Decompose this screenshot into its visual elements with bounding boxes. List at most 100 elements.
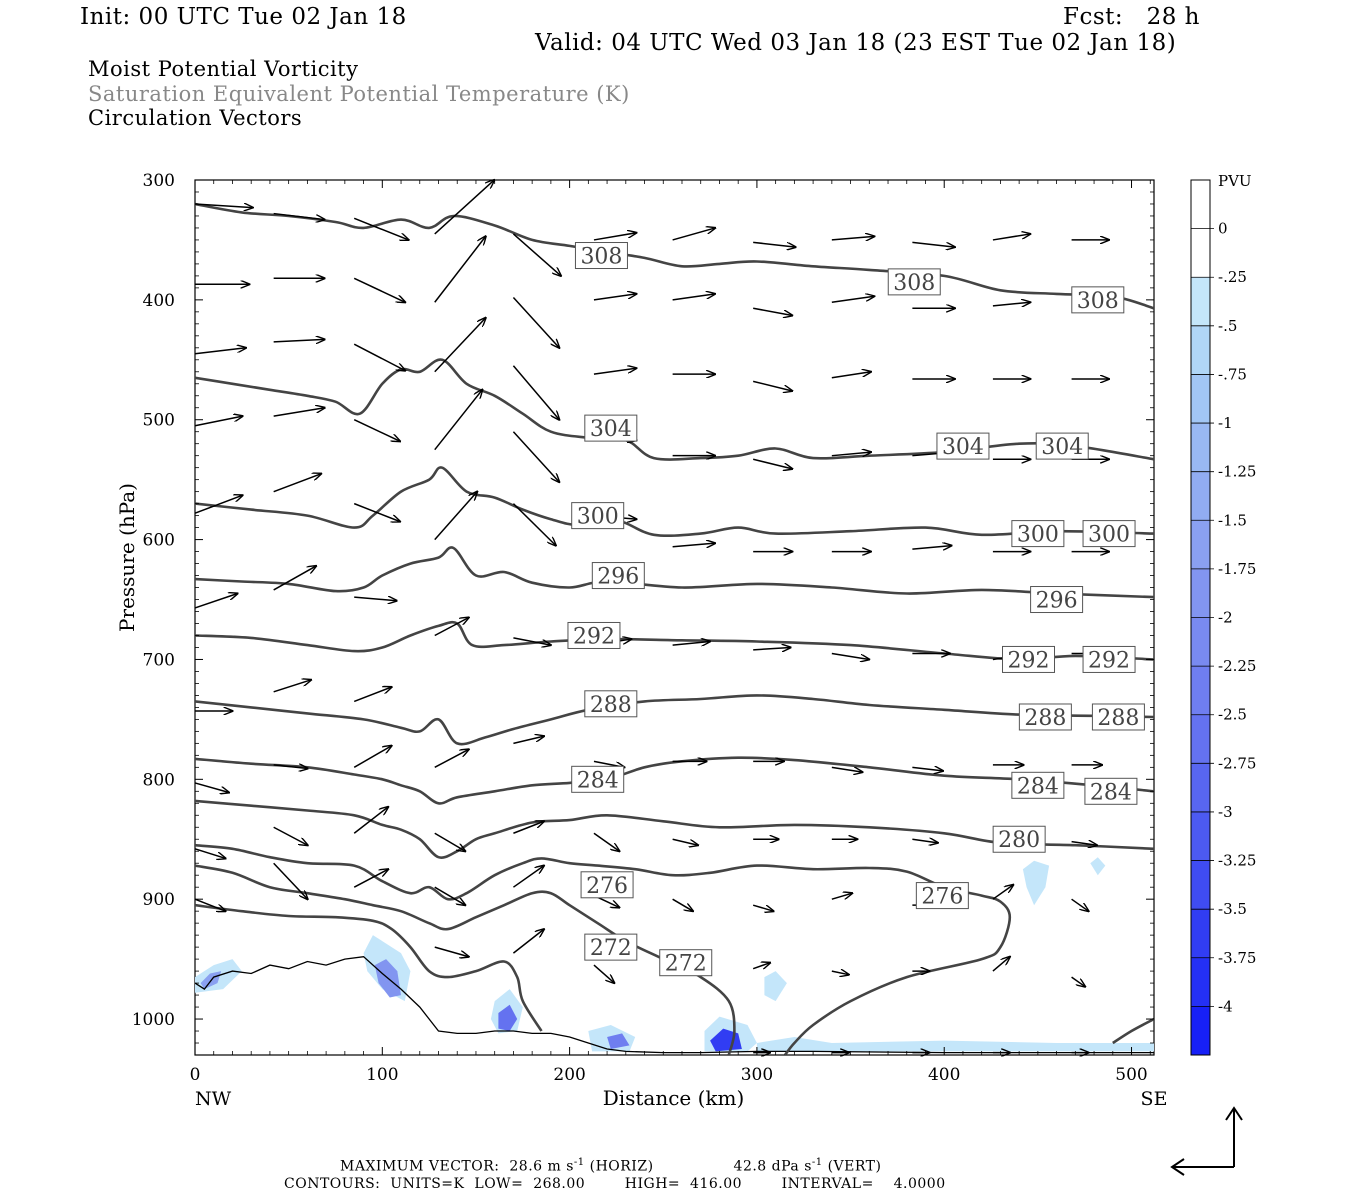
contour-268	[195, 903, 543, 1032]
contour-label-box	[591, 562, 645, 590]
contour-label-box	[571, 765, 625, 793]
colorbar-label: -.25	[1218, 268, 1247, 286]
x-tick-label: 100	[366, 1065, 398, 1085]
colorbar-label: -3	[1218, 803, 1233, 821]
contour-label: 288	[1024, 706, 1066, 731]
contour-276	[195, 843, 1012, 1055]
y-tick-label: 1000	[132, 1010, 175, 1030]
y-tick-label: 700	[143, 650, 175, 670]
circulation-vector	[273, 339, 325, 341]
plot-frame	[194, 179, 1155, 1056]
contour-270	[1112, 1017, 1154, 1045]
pv-patch	[1090, 857, 1106, 876]
circulation-vector	[353, 502, 400, 522]
contour-label-box	[1082, 520, 1136, 548]
contour-label: 284	[1017, 774, 1059, 799]
colorbar-swatch	[1191, 568, 1210, 618]
y-tick-label: 300	[143, 171, 175, 191]
contour-label-box	[1011, 520, 1065, 548]
contour-label-box	[1071, 286, 1125, 314]
colorbar-swatch	[1191, 228, 1210, 278]
circulation-vector	[593, 233, 637, 241]
contour-info-line: CONTOURS: UNITS=K LOW= 268.00 HIGH= 416.…	[284, 1176, 946, 1192]
colorbar-swatch	[1191, 957, 1210, 1007]
contour-284	[195, 756, 1154, 805]
colorbar-swatch	[1191, 277, 1210, 327]
colorbar-label: -1.75	[1218, 560, 1256, 578]
contour-label: 300	[1017, 523, 1059, 548]
x-tick-label: 400	[928, 1065, 960, 1085]
circulation-vector	[434, 617, 469, 637]
x-axis-label: Distance (km)	[603, 1086, 745, 1110]
circulation-vector	[194, 495, 243, 514]
circulation-vector	[353, 869, 388, 888]
pv-patch	[756, 1037, 1154, 1052]
contour-labels: 308 308 308 304 304 304 300 300 300 296 296 292 292 2…	[567, 242, 1145, 977]
contour-label: 300	[1088, 523, 1130, 548]
circulation-vector	[353, 277, 405, 302]
circulation-vector	[353, 807, 388, 834]
circulation-vector	[672, 898, 693, 911]
contour-label: 284	[1090, 780, 1132, 805]
max-vector-horiz-value: MAXIMUM VECTOR: 28.6 m s	[340, 1158, 574, 1175]
circulation-vector	[831, 372, 871, 379]
circulation-vector	[593, 832, 620, 851]
contour-label: 272	[665, 952, 707, 977]
colorbar-label: -2.75	[1218, 754, 1256, 772]
circulation-vector	[753, 241, 796, 247]
contour-288	[195, 694, 1154, 746]
contour-label: 288	[1097, 706, 1139, 731]
circulation-vector	[912, 839, 938, 843]
contour-label: 272	[590, 936, 632, 961]
contour-label-box	[1011, 771, 1065, 799]
contour-label: 308	[1077, 289, 1119, 314]
reference-vector-vertical	[1225, 1106, 1243, 1167]
y-tick-label: 800	[143, 770, 175, 790]
contour-label: 288	[590, 693, 632, 718]
circulation-vector	[273, 680, 311, 693]
circulation-vector	[434, 886, 466, 905]
contour-label-box	[659, 949, 713, 977]
colorbar-label: -1.25	[1218, 463, 1256, 481]
max-vector-horiz-tag: (HORIZ)	[584, 1158, 654, 1175]
circulation-vector	[273, 862, 308, 899]
circulation-vector	[512, 233, 561, 276]
contour-label-box	[584, 933, 638, 961]
contour-label: 292	[573, 624, 615, 649]
field-label-mpv: Moist Potential Vorticity	[88, 57, 359, 81]
circulation-vector	[672, 838, 699, 845]
x-tick-label: 500	[1115, 1065, 1147, 1085]
circulation-vector	[992, 302, 1030, 306]
contour-label: 276	[586, 874, 628, 899]
circulation-vector	[593, 368, 637, 375]
contour-label-box	[580, 871, 634, 899]
contour-label: 292	[1008, 648, 1050, 673]
circulation-vector	[512, 503, 556, 546]
circulation-vector	[434, 180, 495, 235]
circulation-vector	[1071, 842, 1098, 846]
pv-patch	[1022, 860, 1050, 906]
colorbar-label: -3.25	[1218, 852, 1256, 870]
circulation-vector	[752, 380, 792, 391]
y-tick-label: 900	[143, 890, 175, 910]
circulation-vector	[831, 452, 871, 456]
circulation-vector	[273, 212, 325, 220]
circulation-vector	[753, 647, 790, 649]
colorbar-swatch	[1191, 1006, 1210, 1056]
x-tick-label: 0	[190, 1065, 201, 1085]
colorbar-label: -4	[1218, 997, 1233, 1015]
max-vector-vert-exp: -1	[811, 1157, 823, 1168]
circulation-vector	[353, 746, 391, 768]
contour-label: 296	[597, 565, 639, 590]
contour-label: 304	[590, 417, 632, 442]
circulation-vector	[353, 217, 408, 240]
colorbar-swatch	[1191, 180, 1210, 230]
contour-label: 284	[577, 768, 619, 793]
x-tick-label: 300	[741, 1065, 773, 1085]
pv-shading	[195, 857, 1154, 1054]
colorbar-swatch	[1191, 666, 1210, 716]
circulation-vector	[831, 971, 849, 975]
colorbar-swatch	[1191, 423, 1210, 473]
circulation-vector	[1071, 898, 1089, 911]
